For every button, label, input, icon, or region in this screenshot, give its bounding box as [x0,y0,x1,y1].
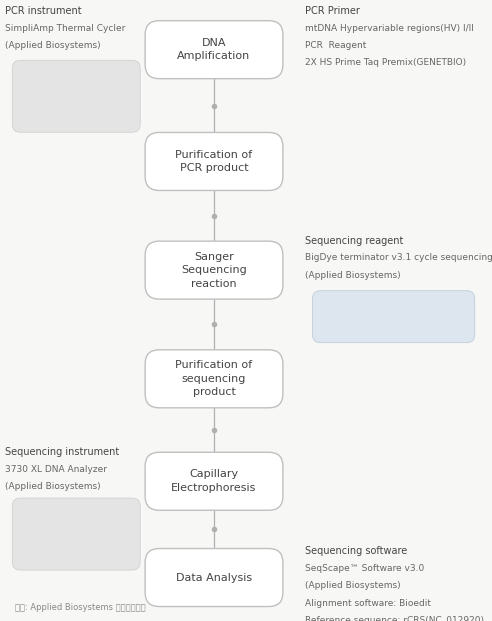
FancyBboxPatch shape [145,241,283,299]
FancyBboxPatch shape [145,452,283,510]
Text: Data Analysis: Data Analysis [176,573,252,582]
Text: (Applied Biosystems): (Applied Biosystems) [305,581,400,590]
Text: DNA
Amplification: DNA Amplification [178,38,250,61]
Text: SeqScape™ Software v3.0: SeqScape™ Software v3.0 [305,564,424,573]
FancyBboxPatch shape [12,60,140,132]
Text: SimpliAmp Thermal Cycler: SimpliAmp Thermal Cycler [5,24,125,32]
FancyBboxPatch shape [145,350,283,408]
Text: PCR Primer: PCR Primer [305,6,360,16]
FancyBboxPatch shape [312,291,475,343]
Text: Sequencing reagent: Sequencing reagent [305,236,403,246]
Text: Reference sequence: rCRS(NC_012920): Reference sequence: rCRS(NC_012920) [305,616,484,621]
Text: (Applied Biosystems): (Applied Biosystems) [305,271,400,279]
Text: 2X HS Prime Taq Premix(GENETBIO): 2X HS Prime Taq Premix(GENETBIO) [305,58,466,67]
Text: BigDye terminator v3.1 cycle sequencing kit: BigDye terminator v3.1 cycle sequencing … [305,253,492,262]
Text: Sequencing software: Sequencing software [305,546,407,556]
Text: Purification of
PCR product: Purification of PCR product [176,150,252,173]
Text: Sequencing instrument: Sequencing instrument [5,447,119,457]
FancyBboxPatch shape [145,20,283,79]
Text: Sanger
Sequencing
reaction: Sanger Sequencing reaction [181,252,247,289]
FancyBboxPatch shape [145,548,283,607]
Text: Capillary
Electrophoresis: Capillary Electrophoresis [171,469,257,493]
Text: PCR instrument: PCR instrument [5,6,82,16]
Text: mtDNA Hypervariable regions(HV) I/II: mtDNA Hypervariable regions(HV) I/II [305,24,474,32]
Text: 출치: Applied Biosystems 공식홈페이지: 출치: Applied Biosystems 공식홈페이지 [15,603,145,612]
FancyBboxPatch shape [145,132,283,191]
Text: 3730 XL DNA Analyzer: 3730 XL DNA Analyzer [5,465,107,473]
Text: (Applied Biosystems): (Applied Biosystems) [5,482,100,491]
Text: Alignment software: Bioedit: Alignment software: Bioedit [305,599,431,607]
Text: PCR  Reagent: PCR Reagent [305,41,367,50]
Text: (Applied Biosystems): (Applied Biosystems) [5,41,100,50]
FancyBboxPatch shape [12,498,140,570]
Text: Purification of
sequencing
product: Purification of sequencing product [176,360,252,397]
